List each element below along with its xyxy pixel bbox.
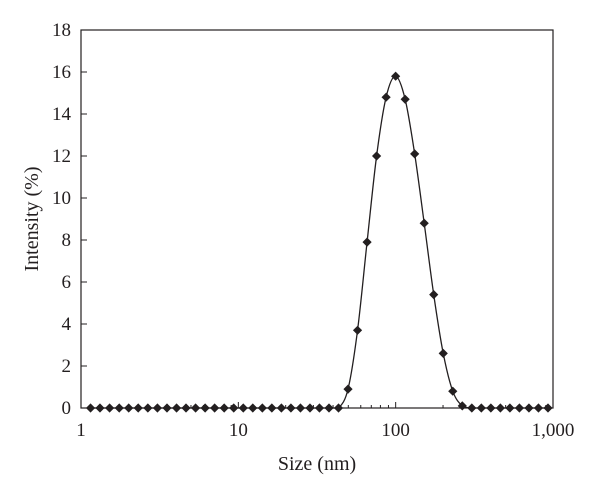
data-point-marker (190, 403, 201, 413)
data-point-marker (400, 94, 410, 104)
y-tick-label: 10 (52, 188, 71, 209)
y-axis-ticks: 0 2 4 6 8 10 12 14 16 18 (52, 20, 87, 419)
data-point-marker (295, 403, 306, 413)
plot-frame (80, 29, 554, 409)
data-point-marker (248, 403, 258, 413)
y-axis-title: Intensity (%) (21, 167, 43, 272)
data-point-marker (505, 403, 515, 413)
y-tick-label: 14 (52, 104, 72, 125)
data-point-marker (210, 403, 220, 413)
data-point-marker (286, 403, 296, 413)
x-tick-label: 1,000 (532, 420, 575, 441)
y-tick-label: 12 (52, 146, 71, 167)
y-tick-label: 0 (62, 398, 72, 419)
data-point-marker (85, 403, 96, 413)
data-point-marker (514, 403, 525, 413)
x-tick-label: 1 (76, 420, 86, 441)
data-point-marker (314, 403, 325, 413)
y-tick-label: 16 (52, 62, 71, 83)
data-point-marker (419, 218, 429, 228)
y-tick-label: 6 (62, 272, 72, 293)
data-point-marker (448, 386, 458, 396)
data-point-marker (114, 403, 124, 413)
data-point-marker (229, 403, 239, 413)
data-point-marker (438, 348, 448, 358)
y-tick-label: 4 (62, 314, 72, 335)
data-point-marker (267, 403, 277, 413)
data-point-marker (257, 403, 267, 413)
data-point-marker (352, 325, 363, 335)
data-point-marker (543, 403, 553, 413)
x-tick-label: 100 (381, 420, 410, 441)
data-point-marker (171, 403, 182, 413)
intensity-curve (90, 75, 548, 409)
data-point-marker (143, 403, 153, 413)
data-point-marker (95, 403, 105, 413)
data-point-marker (476, 403, 486, 413)
data-point-marker (391, 71, 401, 81)
data-point-marker (495, 403, 505, 413)
data-point-marker (457, 401, 467, 411)
data-point-marker (343, 384, 353, 394)
data-point-marker (200, 403, 210, 413)
y-tick-label: 18 (52, 20, 71, 41)
data-point-marker (181, 403, 191, 413)
data-point-marker (486, 403, 496, 413)
x-axis-title: Size (nm) (278, 453, 356, 475)
data-point-marker (533, 403, 544, 413)
data-point-marker (333, 403, 344, 413)
data-point-marker (238, 403, 248, 413)
data-point-marker (410, 149, 420, 159)
data-point-marker (524, 403, 534, 413)
y-tick-label: 2 (62, 356, 72, 377)
data-point-marker (324, 403, 334, 413)
data-point-marker (276, 403, 286, 413)
data-point-marker (362, 237, 372, 247)
data-point-marker (105, 403, 115, 413)
data-point-marker (371, 151, 382, 161)
data-point-marker (219, 403, 229, 413)
data-point-marker (467, 403, 477, 413)
data-point-marker (152, 403, 163, 413)
x-tick-label: 10 (229, 420, 248, 441)
data-point-marker (429, 290, 439, 300)
data-points (85, 71, 553, 413)
data-point-marker (162, 403, 172, 413)
data-point-marker (133, 403, 143, 413)
data-point-marker (124, 403, 134, 413)
data-point-marker (381, 92, 391, 102)
y-tick-label: 8 (62, 230, 72, 251)
data-point-marker (305, 403, 315, 413)
